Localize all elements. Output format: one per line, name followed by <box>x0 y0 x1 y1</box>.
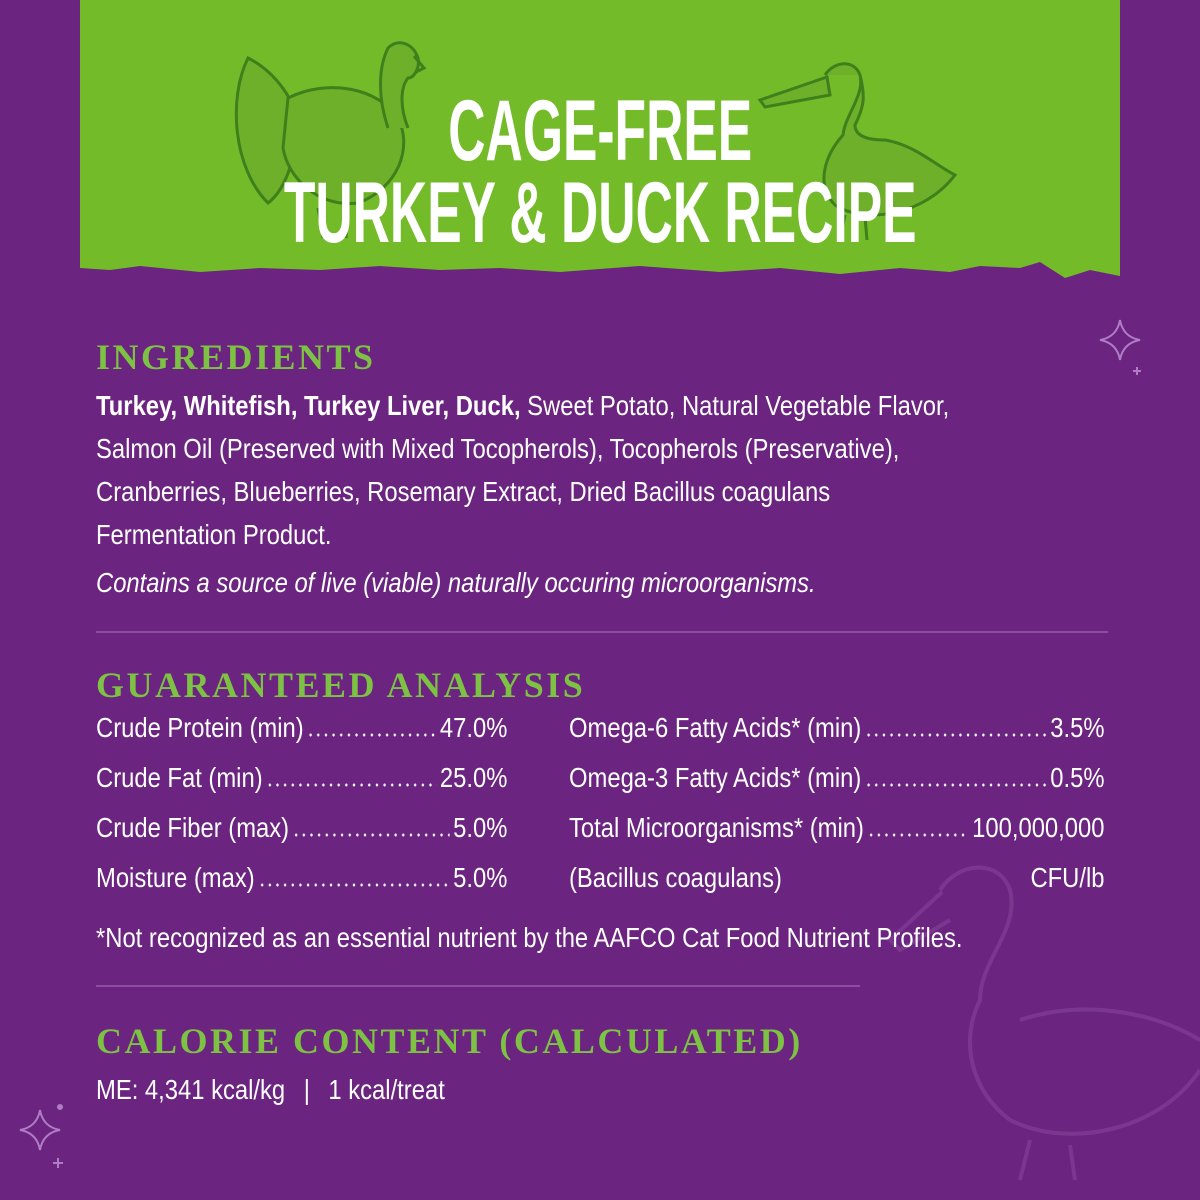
ingredients-text: Sweet Potato, Natural Vegetable Flavor, <box>520 390 950 421</box>
analysis-row: Omega-6 Fatty Acids* (min) 3.5% <box>569 712 1105 762</box>
divider <box>96 985 860 987</box>
leader-dots <box>292 833 450 837</box>
calorie-values: ME: 4,341 kcal/kg | 1 kcal/treat <box>96 1068 445 1111</box>
analysis-row: (Bacillus coagulans) CFU/lb <box>569 862 1105 904</box>
calorie-per-treat: 1 kcal/treat <box>328 1074 445 1105</box>
analysis-value: CFU/lb <box>1030 862 1105 893</box>
analysis-label: (Bacillus coagulans) <box>569 862 782 893</box>
analysis-value: 5.0% <box>453 862 508 893</box>
title-line-2: TURKEY & DUCK RECIPE <box>0 170 1200 256</box>
duck-illustration <box>757 62 958 241</box>
ingredients-line: Fermentation Product. <box>96 519 332 550</box>
analysis-row: Crude Protein (min) 47.0% <box>96 712 507 762</box>
ingredients-list: Turkey, Whitefish, Turkey Liver, Duck, S… <box>96 384 949 604</box>
duck-watermark-illustration <box>887 865 1200 1181</box>
analysis-row: Crude Fat (min) 25.0% <box>96 762 507 812</box>
divider <box>96 631 1108 633</box>
title-line-1: CAGE-FREE <box>0 88 1200 174</box>
turkey-illustration <box>234 41 427 239</box>
ingredients-line: Salmon Oil (Preserved with Mixed Tocophe… <box>96 433 900 464</box>
sparkle-icon <box>1099 319 1141 375</box>
analysis-value: 47.0% <box>439 712 508 743</box>
analysis-value: 100,000,000 <box>972 812 1105 843</box>
leader-dots <box>867 833 969 837</box>
leader-dots <box>258 883 450 887</box>
ingredients-bold: Turkey, Whitefish, Turkey Liver, Duck, <box>96 390 521 421</box>
analysis-value: 5.0% <box>453 812 508 843</box>
analysis-row: Omega-3 Fatty Acids* (min) 0.5% <box>569 762 1105 812</box>
analysis-label: Omega-3 Fatty Acids* (min) <box>569 762 862 793</box>
title-text: TURKEY & DUCK RECIPE <box>283 165 917 261</box>
calorie-heading: CALORIE CONTENT (CALCULATED) <box>96 1021 803 1061</box>
analysis-label: Moisture (max) <box>96 862 255 893</box>
analysis-label: Crude Fiber (max) <box>96 812 290 843</box>
analysis-label: Crude Fat (min) <box>96 762 263 793</box>
analysis-footnote: *Not recognized as an essential nutrient… <box>96 922 963 953</box>
leader-dots <box>864 733 1047 737</box>
analysis-row: Total Microorganisms* (min) 100,000,000 <box>569 812 1105 862</box>
ingredients-line: Turkey, Whitefish, Turkey Liver, Duck, S… <box>96 384 949 427</box>
sparkle-icon <box>19 1104 63 1168</box>
separator: | <box>303 1074 310 1105</box>
leader-dots <box>307 733 437 737</box>
analysis-value: 0.5% <box>1050 762 1105 793</box>
leader-dots <box>864 783 1047 787</box>
analysis-row: Crude Fiber (max) 5.0% <box>96 812 507 862</box>
ingredients-line: Cranberries, Blueberries, Rosemary Extra… <box>96 476 831 507</box>
analysis-row: Moisture (max) 5.0% <box>96 862 507 912</box>
analysis-value: 25.0% <box>439 762 508 793</box>
analysis-value: 3.5% <box>1050 712 1105 743</box>
title-text: CAGE-FREE <box>448 83 752 179</box>
analysis-label: Total Microorganisms* (min) <box>569 812 864 843</box>
analysis-heading: GUARANTEED ANALYSIS <box>96 665 586 705</box>
calorie-me: ME: 4,341 kcal/kg <box>96 1074 286 1105</box>
microorganism-note: Contains a source of live (viable) natur… <box>96 567 816 598</box>
analysis-right-column: Omega-6 Fatty Acids* (min) 3.5% Omega-3 F… <box>569 712 1105 904</box>
ingredients-heading: INGREDIENTS <box>96 337 376 377</box>
analysis-label: Crude Protein (min) <box>96 712 304 743</box>
analysis-left-column: Crude Protein (min) 47.0% Crude Fat (min)… <box>96 712 507 912</box>
leader-dots <box>266 783 437 787</box>
analysis-label: Omega-6 Fatty Acids* (min) <box>569 712 862 743</box>
